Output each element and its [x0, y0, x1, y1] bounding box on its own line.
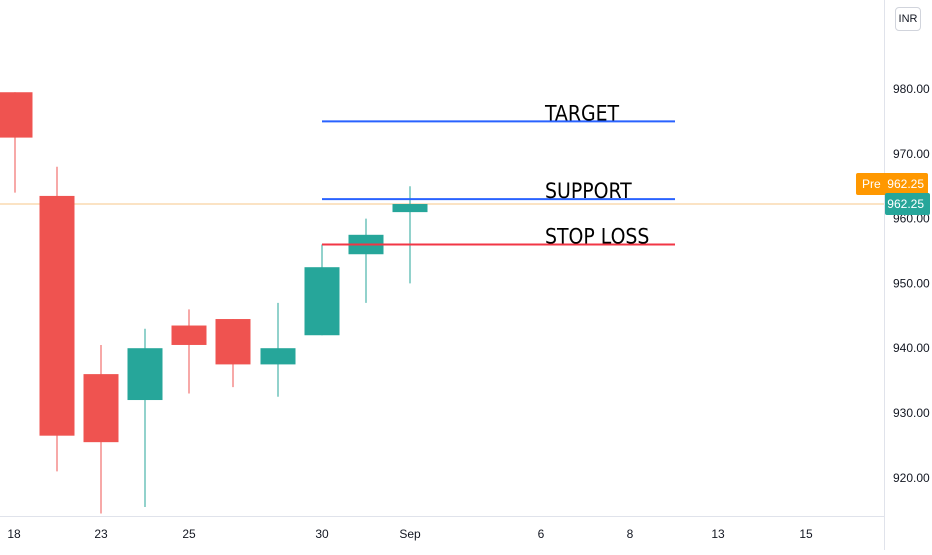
price-axis: 920.00 930.00 940.00 950.00 960.00 970.00 980.… [893, 82, 930, 485]
candle[interactable] [171, 309, 207, 394]
candle-body [215, 319, 251, 365]
candle-body [39, 195, 75, 436]
price-tick-label: 970.00 [893, 147, 930, 161]
candle-body [304, 267, 340, 336]
candle-body [127, 348, 163, 401]
candle-body [392, 204, 428, 213]
time-tick-label: 25 [182, 527, 196, 541]
candle[interactable] [39, 166, 75, 472]
premarket-price-tag: Pre 962.25 [856, 173, 928, 195]
candle[interactable] [0, 92, 33, 193]
candles-layer [0, 92, 884, 514]
price-tick-label: 920.00 [893, 471, 930, 485]
time-tick-label: 15 [799, 527, 813, 541]
time-tick-label: 6 [538, 527, 545, 541]
time-tick-label: 18 [7, 527, 21, 541]
candle-body [0, 92, 33, 138]
annotation-label[interactable]: STOP LOSS [545, 225, 649, 249]
candle-body [83, 374, 119, 443]
last-price-tag-bg [885, 193, 930, 216]
candle[interactable] [304, 244, 340, 336]
candle-body [171, 325, 207, 345]
candle[interactable] [127, 328, 163, 507]
currency-badge[interactable]: INR [895, 7, 921, 31]
time-tick-label: 13 [711, 527, 725, 541]
candle-body [260, 348, 296, 365]
last-price-tag: 962.25 [885, 193, 930, 216]
annotation-label[interactable]: SUPPORT [545, 179, 632, 203]
time-tick-label: Sep [399, 527, 421, 541]
time-tick-label: 30 [315, 527, 329, 541]
premarket-tag-label: Pre [862, 177, 881, 191]
candle[interactable] [348, 218, 384, 303]
candle[interactable] [392, 186, 428, 284]
price-tick-label: 940.00 [893, 341, 930, 355]
premarket-tag-bg [856, 173, 928, 195]
price-tick-label: 980.00 [893, 82, 930, 96]
price-tags: Pre 962.25 962.25 [856, 173, 930, 216]
price-tick-label: 930.00 [893, 406, 930, 420]
annotation-label[interactable]: TARGET [544, 101, 620, 125]
candle[interactable] [215, 319, 251, 388]
last-price-tag-value: 962.25 [887, 197, 924, 211]
annotation-lines-layer: TARGET SUPPORT STOP LOSS [322, 101, 675, 249]
premarket-tag-price: 962.25 [887, 177, 924, 191]
time-axis: 18 23 25 30 Sep 6 8 13 15 [7, 527, 813, 541]
candle[interactable] [260, 302, 296, 397]
price-tick-label: 950.00 [893, 276, 930, 290]
time-tick-label: 23 [94, 527, 108, 541]
candle[interactable] [83, 344, 119, 514]
time-tick-label: 8 [627, 527, 634, 541]
price-tick-label: 960.00 [893, 212, 930, 226]
